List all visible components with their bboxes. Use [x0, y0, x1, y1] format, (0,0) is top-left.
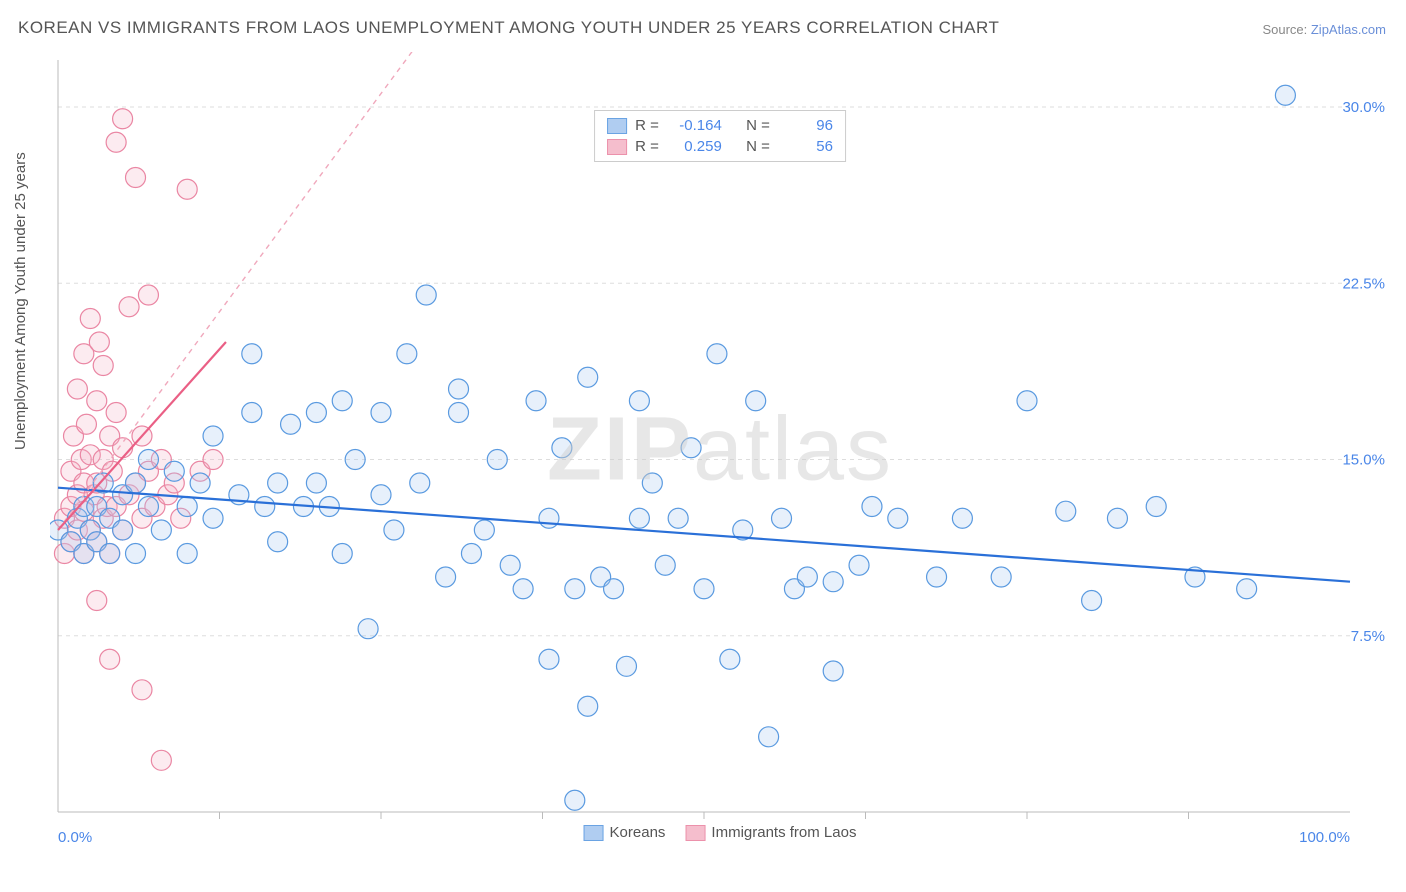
- svg-text:0.0%: 0.0%: [58, 829, 92, 846]
- svg-text:30.0%: 30.0%: [1342, 99, 1385, 116]
- svg-text:22.5%: 22.5%: [1342, 275, 1385, 292]
- correlation-legend: R = -0.164 N = 96 R = 0.259 N = 56: [594, 110, 846, 162]
- source-prefix: Source:: [1262, 22, 1310, 37]
- scatter-chart: ZIPatlas 7.5%15.0%22.5%30.0%0.0%100.0% R…: [50, 52, 1390, 847]
- swatch-laos: [607, 139, 627, 155]
- svg-text:100.0%: 100.0%: [1299, 829, 1350, 846]
- chart-title: KOREAN VS IMMIGRANTS FROM LAOS UNEMPLOYM…: [18, 18, 999, 38]
- source-attribution: Source: ZipAtlas.com: [1262, 22, 1386, 37]
- legend-row-koreans: R = -0.164 N = 96: [607, 115, 833, 136]
- svg-text:15.0%: 15.0%: [1342, 452, 1385, 469]
- legend-item-koreans: Koreans: [584, 824, 666, 841]
- svg-text:7.5%: 7.5%: [1351, 628, 1385, 645]
- source-link[interactable]: ZipAtlas.com: [1311, 22, 1386, 37]
- chart-svg: 7.5% 15.0% 22.5% 30.0% 0.0% 100.0%: [50, 52, 1390, 847]
- y-axis-label: Unemployment Among Youth under 25 years: [12, 152, 29, 450]
- legend-item-laos: Immigrants from Laos: [685, 824, 856, 841]
- swatch-koreans: [607, 118, 627, 134]
- series-legend: Koreans Immigrants from Laos: [584, 824, 857, 841]
- legend-row-laos: R = 0.259 N = 56: [607, 136, 833, 157]
